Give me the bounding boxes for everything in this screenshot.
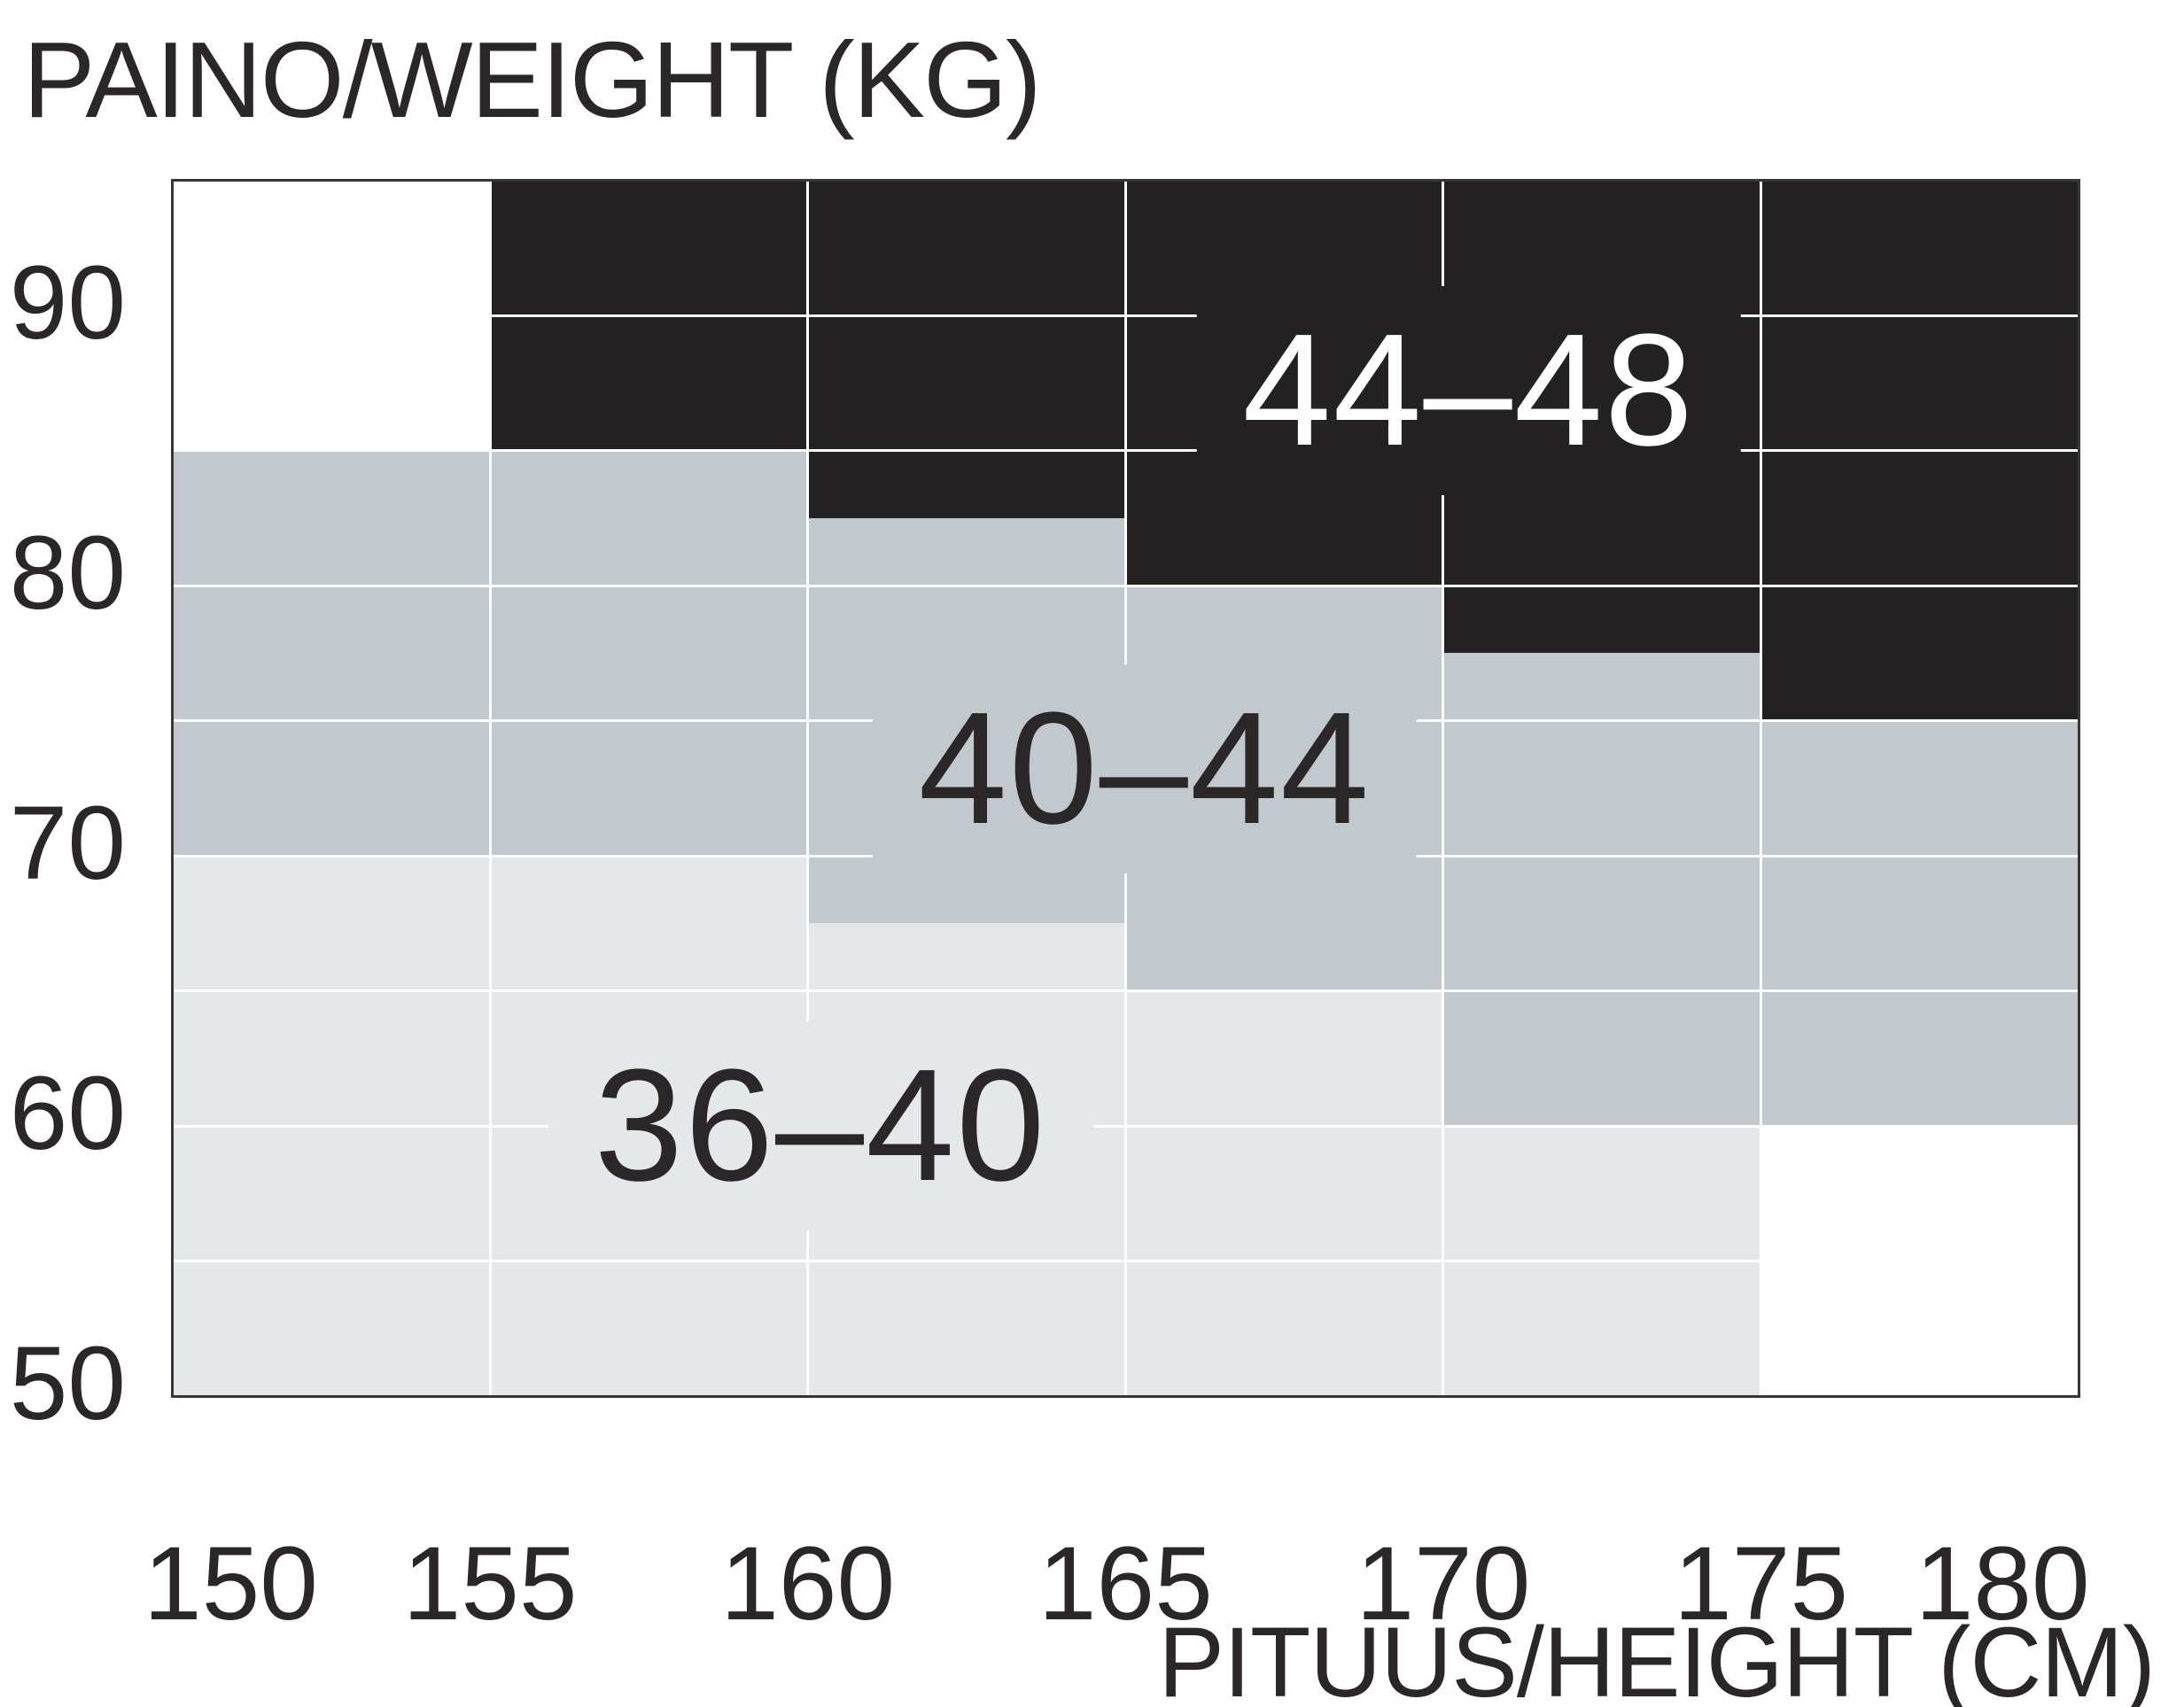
horizontal-gridline-85	[172, 449, 2079, 452]
y-tick-label-50: 50	[9, 1325, 126, 1442]
region-size-40-44-cell	[172, 450, 491, 856]
x-tick-label-180: 180	[1915, 1525, 2090, 1642]
x-tick-label-170: 170	[1356, 1525, 1531, 1642]
region-label-size-44-48: 44–48	[1196, 286, 1741, 496]
region-size-40-44-cell	[490, 450, 808, 856]
vertical-gridline-175	[1760, 180, 1763, 1396]
region-size-40-44-cell	[1760, 720, 2079, 1126]
y-tick-label-60: 60	[9, 1055, 126, 1172]
y-tick-label-90: 90	[9, 244, 126, 361]
x-tick-label-165: 165	[1038, 1525, 1213, 1642]
vertical-gridline-160	[806, 180, 810, 1396]
x-tick-label-175: 175	[1674, 1525, 1849, 1642]
x-tick-label-150: 150	[144, 1525, 318, 1642]
region-label-size-40-44: 40–44	[872, 664, 1418, 874]
horizontal-gridline-60	[172, 1124, 2079, 1128]
y-tick-label-80: 80	[9, 515, 126, 632]
chart-title: PAINO/WEIGHT (KG)	[23, 19, 1042, 140]
region-size-36-40-cell	[1125, 990, 1443, 1396]
x-tick-label-155: 155	[402, 1525, 578, 1642]
vertical-gridline-170	[1442, 180, 1445, 1396]
x-tick-label-160: 160	[720, 1525, 896, 1642]
region-size-44-48-cell	[807, 180, 1126, 518]
horizontal-gridline-80	[172, 584, 2079, 587]
region-label-size-36-40: 36–40	[548, 1021, 1093, 1230]
plot-border	[171, 179, 2080, 1398]
horizontal-gridline-65	[172, 989, 2079, 992]
y-tick-label-70: 70	[9, 785, 126, 902]
horizontal-gridline-90	[172, 314, 2079, 317]
horizontal-gridline-55	[172, 1260, 2079, 1262]
vertical-gridline-155	[488, 180, 492, 1396]
x-axis-title: PITUUS/HEIGHT (CM)	[1158, 1607, 2156, 1707]
region-size-40-44-cell	[1442, 653, 1761, 1126]
